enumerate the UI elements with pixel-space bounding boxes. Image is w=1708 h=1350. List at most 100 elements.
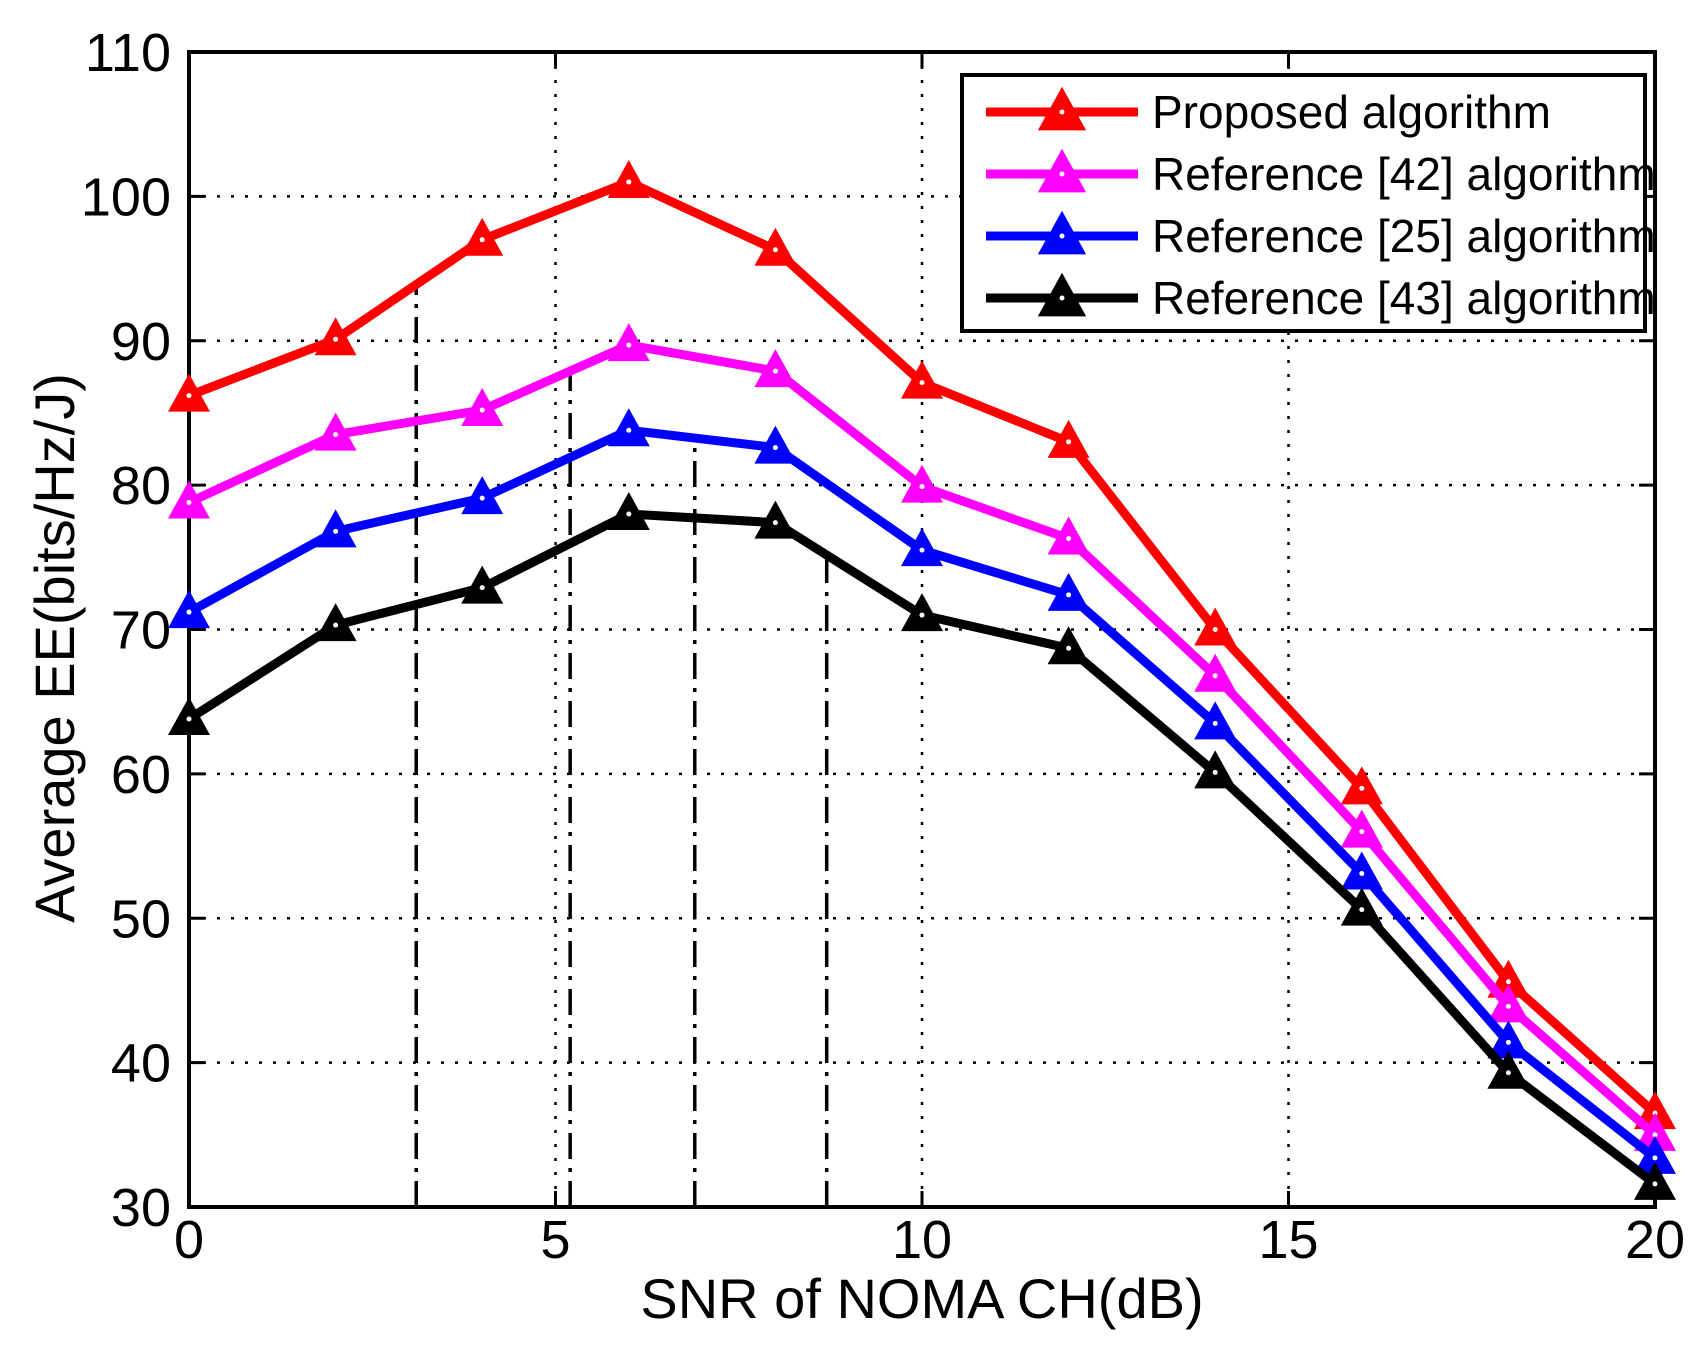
marker-center-dot — [186, 393, 192, 399]
triangle-marker — [901, 528, 943, 567]
marker-center-dot — [1212, 720, 1218, 726]
x-tick-label: 15 — [1258, 1210, 1318, 1270]
marker-center-dot — [186, 716, 192, 722]
marker-center-dot — [1359, 785, 1365, 791]
marker-center-dot — [919, 547, 925, 553]
marker-center-dot — [1059, 171, 1065, 177]
marker-center-dot — [1212, 769, 1218, 775]
marker-center-dot — [1066, 439, 1072, 445]
triangle-marker — [168, 480, 210, 519]
marker-center-dot — [1505, 1070, 1511, 1076]
triangle-marker — [1047, 419, 1090, 458]
triangle-marker — [754, 425, 797, 464]
triangle-marker — [1037, 272, 1087, 317]
marker-center-dot — [772, 247, 778, 253]
y-tick-label: 90 — [111, 312, 171, 372]
marker-center-dot — [1066, 536, 1072, 542]
triangle-marker — [1340, 851, 1383, 890]
triangle-marker — [461, 388, 504, 427]
x-tick-label: 10 — [892, 1210, 952, 1270]
triangle-marker — [1487, 984, 1530, 1023]
triangle-marker — [1194, 653, 1237, 692]
y-tick-label: 40 — [111, 1034, 171, 1094]
triangle-marker — [314, 412, 357, 451]
triangle-marker — [607, 159, 650, 198]
triangle-marker — [461, 217, 504, 256]
marker-center-dot — [626, 179, 632, 185]
marker-center-dot — [1505, 979, 1511, 985]
triangle-marker — [1194, 750, 1237, 789]
y-tick-label: 100 — [81, 167, 171, 227]
triangle-marker — [1047, 516, 1090, 555]
triangle-marker — [754, 500, 797, 539]
triangle-marker — [168, 590, 210, 629]
triangle-marker — [1634, 1135, 1676, 1174]
triangle-marker — [1047, 626, 1090, 665]
triangle-marker — [1340, 809, 1383, 848]
legend-label: Reference [25] algorithm — [1152, 210, 1656, 262]
x-tick-label: 0 — [174, 1210, 204, 1270]
marker-center-dot — [1652, 1181, 1658, 1187]
marker-center-dot — [1505, 1003, 1511, 1009]
y-tick-label: 60 — [111, 745, 171, 805]
triangle-marker — [168, 697, 210, 736]
series-proposed-algorithm — [168, 159, 1676, 1130]
triangle-marker — [754, 349, 797, 388]
marker-center-dot — [1059, 295, 1065, 301]
triangle-marker — [901, 360, 943, 399]
marker-center-dot — [626, 427, 632, 433]
series-reference-25-algorithm — [168, 408, 1676, 1174]
legend-item: Reference [25] algorithm — [986, 210, 1656, 262]
marker-center-dot — [333, 336, 339, 342]
legend-item: Reference [43] algorithm — [986, 272, 1656, 324]
marker-center-dot — [919, 380, 925, 386]
triangle-marker — [1487, 1020, 1530, 1059]
triangle-marker — [1047, 572, 1090, 611]
y-axis-label: Average EE(bits/Hz/J) — [23, 373, 86, 923]
marker-center-dot — [479, 237, 485, 243]
x-tick-label: 20 — [1625, 1210, 1685, 1270]
marker-center-dot — [1066, 645, 1072, 651]
marker-center-dot — [1359, 829, 1365, 835]
y-tick-label: 110 — [85, 23, 171, 83]
triangle-marker — [461, 476, 504, 515]
marker-center-dot — [1059, 233, 1065, 239]
marker-center-dot — [772, 445, 778, 451]
y-tick-label: 80 — [111, 456, 171, 516]
marker-center-dot — [919, 484, 925, 490]
triangle-marker — [607, 408, 650, 447]
y-tick-label: 50 — [111, 889, 171, 949]
triangle-marker — [168, 373, 210, 412]
x-tick-label: 5 — [540, 1210, 570, 1270]
marker-center-dot — [1059, 109, 1065, 115]
triangle-marker — [314, 509, 357, 548]
triangle-marker — [901, 593, 943, 632]
marker-center-dot — [1212, 627, 1218, 632]
marker-center-dot — [186, 499, 192, 505]
triangle-marker — [1340, 887, 1383, 926]
triangle-marker — [1037, 210, 1087, 255]
marker-center-dot — [919, 612, 925, 618]
legend-item: Proposed algorithm — [986, 86, 1551, 138]
legend-item: Reference [42] algorithm — [986, 148, 1656, 200]
marker-center-dot — [333, 528, 339, 534]
marker-center-dot — [333, 622, 339, 628]
marker-center-dot — [186, 609, 192, 615]
y-tick-label: 70 — [111, 601, 171, 661]
series-reference-42-algorithm — [168, 323, 1676, 1151]
triangle-marker — [1194, 701, 1237, 740]
marker-center-dot — [1652, 1132, 1658, 1138]
triangle-marker — [314, 603, 357, 642]
annotation-lines — [414, 284, 829, 1207]
marker-center-dot — [1359, 907, 1365, 913]
triangle-marker — [1340, 766, 1383, 805]
marker-center-dot — [772, 368, 778, 374]
marker-center-dot — [1652, 1155, 1658, 1161]
triangle-marker — [1037, 86, 1087, 131]
legend: Proposed algorithm Reference [42] algorit… — [960, 73, 1656, 333]
legend-label: Proposed algorithm — [1152, 86, 1551, 138]
legend-label: Reference [42] algorithm — [1152, 148, 1656, 200]
marker-center-dot — [479, 585, 485, 591]
marker-center-dot — [626, 511, 632, 517]
